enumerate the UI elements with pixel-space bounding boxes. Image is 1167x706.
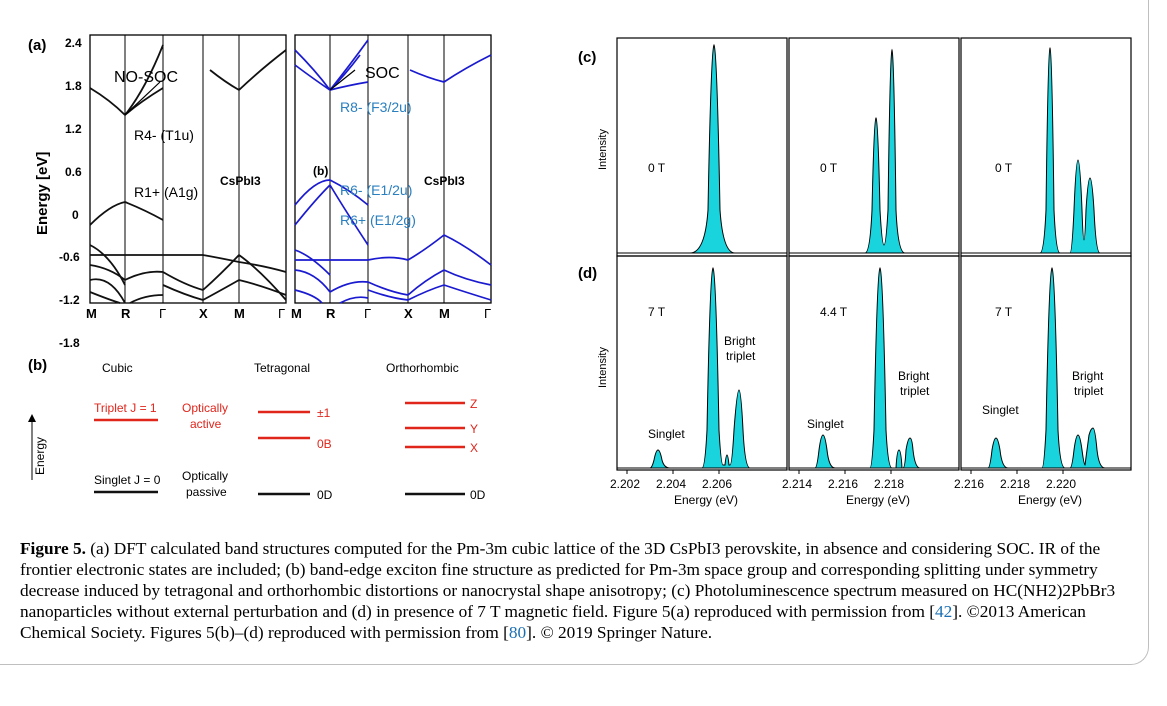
state-label: R1+ (A1g) (134, 184, 198, 200)
field-label: 0 T (820, 161, 838, 175)
level-label: Y (470, 422, 478, 436)
level-label: ±1 (317, 406, 331, 420)
panel-b-fine-structure: (b) Cubic Tetragonal Orthorhombic Energy… (28, 357, 486, 502)
x-tick: Γ (278, 306, 285, 321)
panel-a-soc: SOC R8- (F3/2u) (b) R6- (E1/2u) R6+ (E1/… (291, 34, 492, 321)
panel-a-label: (a) (28, 37, 46, 54)
y-tick: 1.2 (65, 122, 82, 136)
singlet-label: Singlet J = 0 (94, 473, 161, 487)
x-tick: R (326, 306, 336, 321)
x-tick: M (291, 306, 302, 321)
x-tick: 2.216 (954, 477, 984, 491)
field-label: 0 T (995, 161, 1013, 175)
no-soc-title: NO-SOC (114, 69, 178, 86)
inner-label: (b) (313, 164, 328, 178)
figure-label: Figure 5. (20, 539, 86, 558)
col-orthorhombic: Orthorhombic (386, 361, 459, 375)
state-label: R6- (E1/2u) (340, 182, 412, 198)
y-tick: -1.8 (59, 336, 80, 350)
x-tick: X (199, 306, 208, 321)
bright-triplet-label: Bright (724, 334, 756, 348)
figure-frame (0, 0, 1149, 665)
citation-link[interactable]: 80 (508, 623, 527, 642)
panel-b-label: (b) (28, 357, 47, 374)
x-tick: 2.204 (656, 477, 686, 491)
bright-triplet-label: triplet (726, 349, 756, 363)
x-axis-label: Energy (eV) (1018, 493, 1082, 507)
x-tick: 2.206 (702, 477, 732, 491)
y-axis-label-d: Intensity (597, 347, 609, 388)
figure-5: (a) 2.4 1.8 1.2 0.6 0 -0.6 -1.2 -1.8 Ene… (28, 34, 1132, 507)
x-tick: R (121, 306, 131, 321)
state-label: R8- (F3/2u) (340, 99, 412, 115)
optically-passive: passive (186, 485, 227, 499)
x-tick: 2.216 (828, 477, 858, 491)
y-axis-label: Energy [eV] (34, 152, 51, 235)
bright-triplet-label: Bright (1072, 369, 1104, 383)
y-tick: -0.6 (59, 250, 80, 264)
x-tick: 2.214 (782, 477, 812, 491)
field-label: 4.4 T (820, 305, 848, 319)
optically-active: active (190, 417, 222, 431)
x-tick: M (439, 306, 450, 321)
level-label: 0B (317, 437, 332, 451)
y-tick: -1.2 (59, 293, 80, 307)
x-tick: 2.218 (874, 477, 904, 491)
level-label: Z (470, 397, 477, 411)
bright-triplet-label: Bright (898, 369, 930, 383)
x-axis-label: Energy (eV) (674, 493, 738, 507)
col-cubic: Cubic (102, 361, 133, 375)
y-tick: 1.8 (65, 79, 82, 93)
x-tick: X (404, 306, 413, 321)
soc-title: SOC (365, 65, 400, 82)
compound-label: CsPbI3 (424, 174, 465, 188)
caption-text: ]. ©2013 American Chemical Society. Figu… (20, 602, 1086, 642)
x-tick: M (86, 306, 97, 321)
y-axis-label-c: Intensity (597, 129, 609, 170)
y-tick: 0.6 (65, 165, 82, 179)
field-label: 0 T (648, 161, 666, 175)
x-axis-label: Energy (eV) (846, 493, 910, 507)
level-label: X (470, 441, 478, 455)
singlet-label: Singlet (982, 403, 1019, 417)
x-tick: 2.202 (610, 477, 640, 491)
col-tetragonal: Tetragonal (254, 361, 310, 375)
singlet-label: Singlet (648, 427, 685, 441)
x-tick: Γ (364, 306, 371, 321)
energy-axis-label: Energy (33, 437, 47, 475)
panel-c-label: (c) (578, 49, 596, 66)
figure-caption: Figure 5. (a) DFT calculated band struct… (20, 538, 1130, 643)
compound-label: CsPbI3 (220, 174, 261, 188)
caption-text: ]. © 2019 Springer Nature. (526, 623, 713, 642)
caption-text: (a) DFT calculated band structures compu… (20, 539, 1116, 621)
x-tick: Γ (484, 306, 491, 321)
level-label: 0D (470, 488, 486, 502)
y-tick: 2.4 (65, 36, 82, 50)
panel-a-no-soc: (a) 2.4 1.8 1.2 0.6 0 -0.6 -1.2 -1.8 Ene… (28, 34, 287, 350)
citation-link[interactable]: 42 (934, 602, 953, 621)
state-label: R4- (T1u) (134, 127, 194, 143)
bright-triplet-label: triplet (900, 384, 930, 398)
triplet-label: Triplet J = 1 (94, 401, 157, 415)
x-tick: 2.220 (1046, 477, 1076, 491)
x-tick: Γ (159, 306, 166, 321)
x-tick: M (234, 306, 245, 321)
optically-active: Optically (182, 401, 228, 415)
optically-passive: Optically (182, 469, 228, 483)
x-tick: 2.218 (1000, 477, 1030, 491)
y-tick: 0 (72, 208, 79, 222)
bright-triplet-label: triplet (1074, 384, 1104, 398)
panel-c-d-spectra: (c) (d) Intensity Intensity 0 T 0 T 0 T … (578, 37, 1132, 507)
singlet-label: Singlet (807, 417, 844, 431)
level-label: 0D (317, 488, 333, 502)
field-label: 7 T (648, 305, 666, 319)
state-label: R6+ (E1/2g) (340, 212, 416, 228)
field-label: 7 T (995, 305, 1013, 319)
panel-d-label: (d) (578, 265, 597, 282)
